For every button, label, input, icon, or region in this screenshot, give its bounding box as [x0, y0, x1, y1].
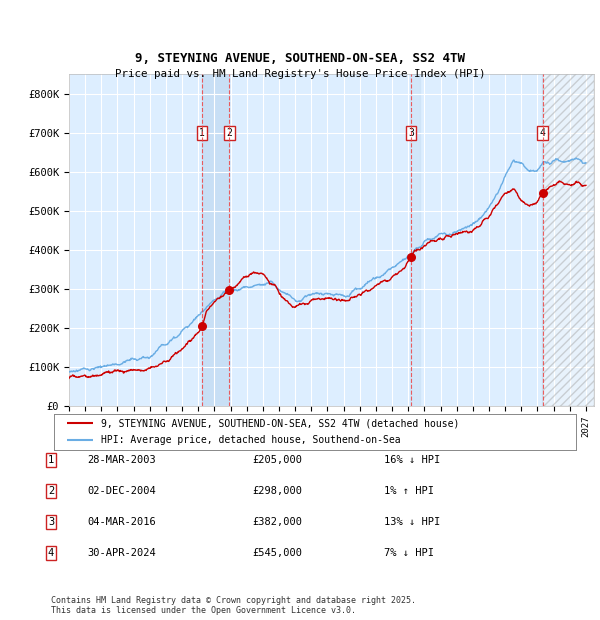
Text: 02-DEC-2004: 02-DEC-2004	[87, 486, 156, 496]
Point	[197, 321, 207, 331]
Text: 2: 2	[48, 486, 54, 496]
Text: 2: 2	[226, 128, 232, 138]
Text: 1% ↑ HPI: 1% ↑ HPI	[384, 486, 434, 496]
Text: 04-MAR-2016: 04-MAR-2016	[87, 517, 156, 527]
Point	[406, 252, 416, 262]
Text: Price paid vs. HM Land Registry's House Price Index (HPI): Price paid vs. HM Land Registry's House …	[115, 69, 485, 79]
Point	[538, 188, 548, 198]
Text: £545,000: £545,000	[252, 548, 302, 558]
Text: 4: 4	[540, 128, 546, 138]
Text: 1: 1	[199, 128, 205, 138]
Bar	[542, 74, 594, 406]
Bar	[410, 74, 420, 406]
Text: HPI: Average price, detached house, Southend-on-Sea: HPI: Average price, detached house, Sout…	[101, 435, 401, 445]
Text: 1: 1	[48, 455, 54, 465]
Text: 13% ↓ HPI: 13% ↓ HPI	[384, 517, 440, 527]
Bar	[543, 74, 594, 406]
Bar	[543, 74, 594, 406]
Text: 7% ↓ HPI: 7% ↓ HPI	[384, 548, 434, 558]
Bar	[202, 74, 229, 406]
Text: 3: 3	[408, 128, 414, 138]
Text: 3: 3	[48, 517, 54, 527]
Text: Contains HM Land Registry data © Crown copyright and database right 2025.
This d: Contains HM Land Registry data © Crown c…	[51, 596, 416, 615]
Text: 16% ↓ HPI: 16% ↓ HPI	[384, 455, 440, 465]
Text: 4: 4	[48, 548, 54, 558]
Text: £205,000: £205,000	[252, 455, 302, 465]
Text: £298,000: £298,000	[252, 486, 302, 496]
Text: 28-MAR-2003: 28-MAR-2003	[87, 455, 156, 465]
Point	[224, 285, 234, 294]
Text: £382,000: £382,000	[252, 517, 302, 527]
Text: 9, STEYNING AVENUE, SOUTHEND-ON-SEA, SS2 4TW: 9, STEYNING AVENUE, SOUTHEND-ON-SEA, SS2…	[135, 52, 465, 65]
Text: 9, STEYNING AVENUE, SOUTHEND-ON-SEA, SS2 4TW (detached house): 9, STEYNING AVENUE, SOUTHEND-ON-SEA, SS2…	[101, 418, 460, 428]
Text: 30-APR-2024: 30-APR-2024	[87, 548, 156, 558]
